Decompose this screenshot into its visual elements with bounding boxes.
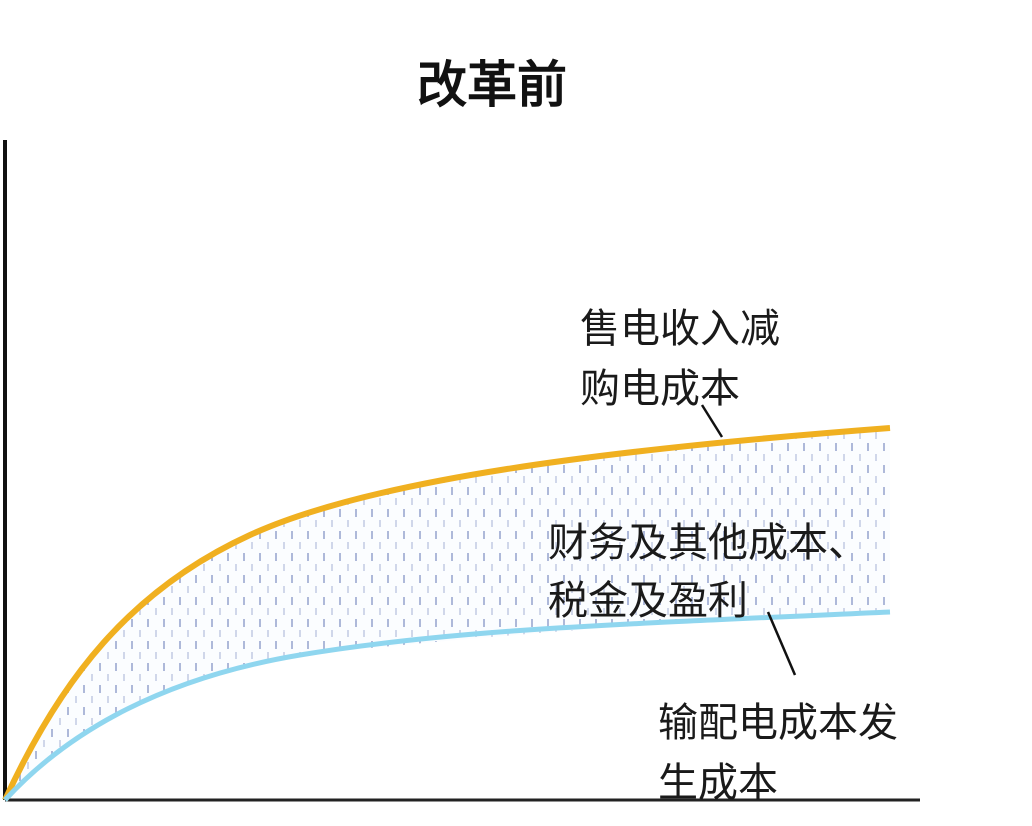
lower-curve — [3, 609, 891, 802]
label-transmission-line2: 生成本 — [658, 760, 778, 806]
upper-curve — [2, 425, 891, 802]
diagram-title: 改革前 — [417, 56, 567, 114]
label-revenue-line1: 售电收入减 — [580, 306, 780, 352]
label-transmission-line1: 输配电成本发 — [658, 700, 898, 746]
label-finance-line2: 税金及盈利 — [548, 578, 748, 624]
leader-line-upper — [700, 404, 724, 438]
leader-line-lower — [766, 611, 797, 676]
label-finance-line1: 财务及其他成本、 — [548, 520, 868, 566]
band-fill — [5, 428, 890, 800]
label-revenue-line2: 购电成本 — [580, 366, 740, 412]
